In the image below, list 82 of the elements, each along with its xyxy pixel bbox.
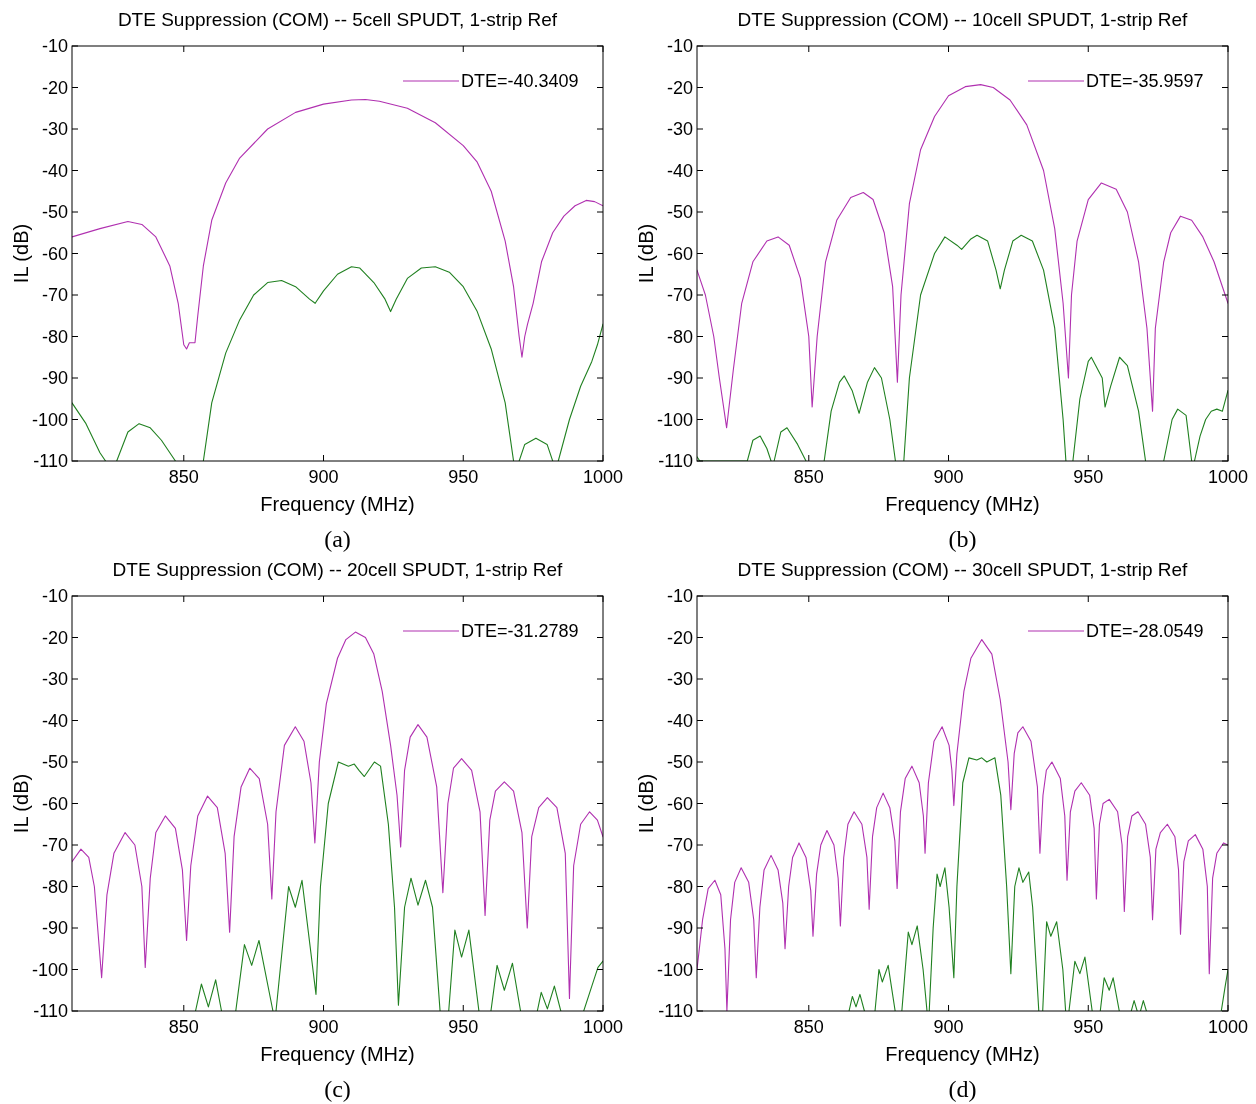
x-axis-title: Frequency (MHz): [885, 493, 1040, 515]
y-axis-title: IL (dB): [10, 223, 32, 284]
y-tick-label: -20: [666, 627, 693, 648]
y-tick-label: -80: [41, 326, 68, 347]
y-tick-label: -110: [33, 1001, 68, 1021]
line-series: [697, 639, 1228, 1011]
y-tick-label: -70: [41, 835, 68, 855]
x-tick-label: 900: [933, 467, 964, 487]
y-tick-label: -30: [666, 669, 693, 689]
text: (c): [324, 1076, 351, 1102]
y-tick-label: -30: [666, 119, 693, 139]
y-tick-label: -70: [41, 285, 68, 305]
text: (a): [324, 526, 351, 552]
y-tick-label: -90: [41, 918, 68, 938]
y-tick-label: -90: [41, 368, 68, 388]
y-tick-label: -10: [41, 36, 68, 56]
x-tick-label: 900: [308, 1017, 339, 1037]
x-tick-label: 950: [1073, 467, 1104, 487]
y-tick-label: -10: [666, 36, 693, 56]
x-tick-label: 850: [793, 1017, 824, 1037]
y-tick-label: -100: [31, 959, 68, 980]
y-tick-label: -100: [656, 409, 693, 430]
y-tick-label: -100: [31, 409, 68, 430]
x-tick-label: 950: [448, 467, 479, 487]
x-tick-label: 950: [448, 1017, 479, 1037]
y-tick-label: -10: [666, 586, 693, 606]
y-tick-label: -50: [666, 752, 693, 772]
y-axis-title: IL (dB): [635, 223, 657, 284]
text: (d): [948, 1076, 977, 1102]
x-tick-label: 1000: [1207, 1017, 1249, 1037]
y-tick-label: -60: [41, 243, 68, 264]
chart-title: DTE Suppression (COM) -- 10cell SPUDT, 1-strip Ref: [737, 9, 1189, 30]
x-tick-label: 900: [308, 467, 339, 487]
y-tick-label: -110: [658, 451, 693, 471]
chart-title: DTE Suppression (COM) -- 30cell SPUDT, 1-strip Ref: [737, 559, 1189, 580]
legend-label: DTE=-31.2789: [461, 621, 579, 641]
line-series: [72, 98, 603, 358]
text: (b): [948, 526, 977, 552]
y-tick-label: -90: [666, 918, 693, 938]
y-tick-label: -110: [33, 451, 68, 471]
y-tick-label: -90: [666, 368, 693, 388]
y-tick-label: -80: [666, 326, 693, 347]
y-tick-label: -80: [666, 876, 693, 897]
y-tick-label: -60: [666, 793, 693, 814]
y-tick-label: -100: [656, 959, 693, 980]
x-tick-label: 1000: [582, 1017, 624, 1037]
y-tick-label: -50: [41, 202, 68, 222]
legend-label: DTE=-28.0549: [1086, 621, 1204, 641]
y-tick-label: -70: [666, 285, 693, 305]
x-tick-label: 1000: [582, 467, 624, 487]
x-tick-label: 1000: [1207, 467, 1249, 487]
y-tick-label: -40: [666, 710, 693, 731]
y-tick-label: -110: [658, 1001, 693, 1021]
x-tick-label: 850: [168, 467, 199, 487]
x-tick-label: 850: [168, 1017, 199, 1037]
y-tick-label: -60: [666, 243, 693, 264]
x-tick-label: 850: [793, 467, 824, 487]
y-tick-label: -20: [41, 77, 68, 98]
y-tick-label: -30: [41, 119, 68, 139]
y-tick-label: -10: [41, 586, 68, 606]
x-tick-label: 950: [1073, 1017, 1104, 1037]
chart-title: DTE Suppression (COM) -- 5cell SPUDT, 1-strip Ref: [117, 9, 558, 30]
legend-label: DTE=-40.3409: [461, 71, 579, 91]
legend-label: DTE=-35.9597: [1086, 71, 1204, 91]
y-tick-label: -60: [41, 793, 68, 814]
y-tick-label: -20: [41, 627, 68, 648]
y-tick-label: -70: [666, 835, 693, 855]
y-tick-label: -80: [41, 876, 68, 897]
x-tick-label: 900: [933, 1017, 964, 1037]
y-tick-label: -40: [666, 160, 693, 181]
chart-title: DTE Suppression (COM) -- 20cell SPUDT, 1-strip Ref: [112, 559, 564, 580]
y-tick-label: -50: [666, 202, 693, 222]
y-tick-label: -30: [41, 669, 68, 689]
y-tick-label: -20: [666, 77, 693, 98]
x-axis-title: Frequency (MHz): [260, 1043, 415, 1065]
y-tick-label: -50: [41, 752, 68, 772]
y-axis-title: IL (dB): [10, 773, 32, 834]
y-tick-label: -40: [41, 710, 68, 731]
y-axis-title: IL (dB): [635, 773, 657, 834]
x-axis-title: Frequency (MHz): [885, 1043, 1040, 1065]
x-axis-title: Frequency (MHz): [260, 493, 415, 515]
y-tick-label: -40: [41, 160, 68, 181]
